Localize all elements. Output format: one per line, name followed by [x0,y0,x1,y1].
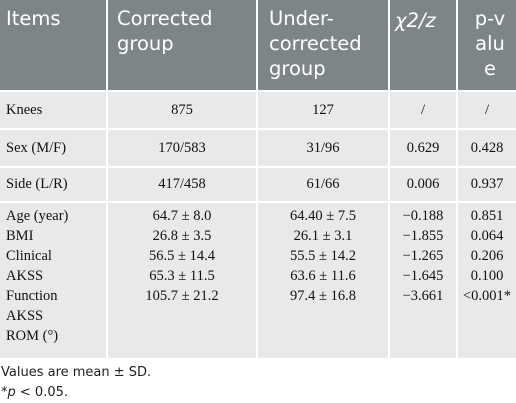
header-corrected: Corrected group [117,7,213,55]
header-p-value-text: p-value [474,7,506,80]
row-corrected: 170/583 [158,140,206,156]
group-value: 97.4 ± 16.8 [290,288,356,304]
group-labels: Age (year) BMI Clinical AKSS Function AK… [6,206,68,346]
row-under: 31/96 [306,140,340,156]
column-divider [388,0,390,358]
group-value: 56.5 ± 14.4 [149,248,215,264]
group-under: 64.40 ± 7.5 26.1 ± 3.1 55.5 ± 14.2 63.6 … [258,206,388,306]
column-divider [106,0,108,358]
group-value: 55.5 ± 14.2 [290,248,356,264]
group-value: −1.645 [402,268,444,284]
footnote-asterisk: * [1,385,8,400]
row-label: Sex (M/F) [6,140,67,156]
column-divider [456,0,458,358]
group-value: 65.3 ± 11.5 [149,268,215,284]
row-stat: 0.006 [406,176,440,192]
group-value: 26.8 ± 3.5 [152,228,212,244]
group-value: 0.100 [470,268,504,284]
row-p: 0.428 [470,140,504,156]
group-label: Age (year) [6,208,69,224]
group-value: 64.40 ± 7.5 [290,208,356,224]
group-value: −3.661 [402,288,444,304]
row-p: / [484,102,490,118]
group-label: Clinical [6,248,52,264]
row-p: 0.937 [470,176,504,192]
group-value: 105.7 ± 21.2 [145,288,219,304]
footnote-significance: *p < 0.05. [1,384,68,402]
header-statistic: χ2/z [395,9,436,32]
table-row: Side (L/R) 417/458 61/66 0.006 0.937 [0,168,516,201]
header-p-value: p-value [470,6,510,96]
row-corrected: 417/458 [158,176,206,192]
row-stat: 0.629 [406,140,440,156]
group-value: 63.6 ± 11.6 [290,268,356,284]
group-value: 64.7 ± 8.0 [152,208,212,224]
group-label: AKSS [6,268,44,284]
header-items: Items [6,7,61,30]
group-value: 0.064 [470,228,504,244]
group-value: <0.001* [462,288,512,304]
table-header: Items Corrected group Under-corrected gr… [0,0,516,90]
group-value: 0.206 [470,248,504,264]
table-row: Sex (M/F) 170/583 31/96 0.629 0.428 [0,130,516,166]
group-value: −1.855 [402,228,444,244]
group-label: BMI [6,228,34,244]
group-label: Function [6,288,58,304]
group-value: 0.851 [470,208,504,224]
group-stat: −0.188 −1.855 −1.265 −1.645 −3.661 [390,206,456,306]
row-stat: / [420,102,426,118]
column-divider [256,0,258,358]
footnote-threshold: < 0.05. [15,385,69,400]
table-row: Knees 875 127 / / [0,92,516,128]
group-value: −0.188 [402,208,444,224]
group-value: −1.265 [402,248,444,264]
group-value: 26.1 ± 3.1 [293,228,353,244]
header-under-corrected: Under-corrected group [269,7,362,80]
row-label: Knees [6,102,43,118]
group-corrected: 64.7 ± 8.0 26.8 ± 3.5 56.5 ± 14.4 65.3 ±… [108,206,256,306]
group-label: AKSS [6,308,44,324]
row-under: 127 [312,102,334,118]
footnote-sd: Values are mean ± SD. [1,365,152,380]
group-label: ROM (°) [6,328,59,344]
row-corrected: 875 [171,102,193,118]
footnote-p: p [7,385,16,400]
group-p: 0.851 0.064 0.206 0.100 <0.001* [458,206,516,306]
row-under: 61/66 [306,176,340,192]
row-label: Side (L/R) [6,176,68,192]
table-row-group: Age (year) BMI Clinical AKSS Function AK… [0,203,516,358]
